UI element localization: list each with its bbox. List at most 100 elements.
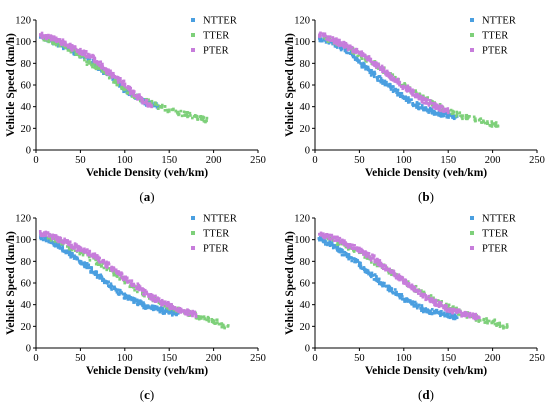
- data-point: [388, 270, 392, 273]
- data-point: [332, 239, 336, 242]
- data-point: [408, 301, 412, 304]
- data-point: [158, 308, 162, 312]
- data-point: [101, 62, 104, 66]
- data-point: [365, 65, 368, 68]
- legend-marker: [191, 246, 195, 250]
- data-point: [434, 309, 437, 313]
- data-point: [40, 232, 44, 235]
- data-point: [340, 44, 343, 47]
- data-point: [147, 293, 150, 296]
- data-point: [92, 63, 95, 66]
- data-point: [409, 284, 413, 288]
- data-point: [67, 253, 71, 257]
- data-point: [322, 235, 326, 238]
- data-point: [414, 92, 418, 96]
- data-point: [385, 74, 389, 77]
- data-point: [452, 305, 455, 308]
- data-point: [171, 108, 174, 112]
- data-point: [115, 289, 119, 293]
- data-point: [371, 253, 374, 257]
- data-point: [415, 91, 418, 95]
- data-point: [59, 240, 63, 244]
- data-point: [112, 273, 116, 277]
- data-point: [461, 313, 465, 317]
- x-tick-label: 100: [117, 155, 133, 166]
- x-tick-label: 50: [354, 155, 365, 166]
- data-point: [357, 264, 361, 268]
- legend-label: NTTER: [482, 16, 516, 27]
- x-tick-label: 100: [396, 353, 412, 364]
- data-point: [357, 50, 361, 54]
- data-point: [324, 243, 327, 246]
- data-point: [158, 310, 162, 314]
- data-point: [212, 320, 216, 324]
- data-point: [179, 307, 183, 311]
- data-point: [64, 238, 68, 242]
- data-point: [344, 49, 347, 53]
- data-point: [324, 34, 327, 38]
- data-point: [448, 307, 452, 311]
- data-point: [78, 252, 82, 256]
- data-point: [67, 45, 70, 48]
- data-point: [196, 117, 199, 121]
- data-point: [144, 304, 148, 307]
- data-point: [142, 288, 145, 291]
- data-point: [92, 61, 96, 65]
- data-point: [346, 246, 350, 249]
- y-tick-label: 0: [305, 344, 310, 355]
- data-point: [163, 109, 167, 112]
- data-point: [359, 264, 363, 267]
- y-tick-label: 20: [21, 124, 32, 135]
- data-point: [422, 97, 425, 101]
- data-point: [116, 75, 120, 79]
- data-point: [457, 310, 461, 314]
- data-point: [442, 313, 446, 316]
- data-point: [160, 105, 164, 109]
- data-point: [93, 273, 97, 276]
- data-point: [403, 279, 407, 283]
- data-point: [409, 286, 413, 289]
- data-point: [95, 64, 99, 68]
- data-point: [437, 305, 441, 308]
- data-point: [77, 48, 81, 52]
- data-point: [76, 52, 79, 56]
- data-point: [431, 301, 435, 304]
- y-tick-label: 0: [26, 344, 31, 355]
- data-point: [462, 311, 465, 315]
- data-point: [396, 293, 399, 297]
- data-point: [434, 304, 438, 307]
- data-point: [377, 75, 381, 78]
- data-point: [448, 312, 452, 315]
- data-point: [353, 260, 356, 264]
- data-point: [217, 322, 221, 326]
- data-point: [340, 42, 344, 46]
- data-point: [198, 316, 201, 320]
- data-point: [324, 240, 327, 243]
- data-point: [491, 123, 494, 126]
- data-point: [88, 250, 91, 254]
- data-point: [132, 96, 136, 100]
- data-point: [90, 266, 94, 269]
- data-point: [222, 325, 225, 329]
- data-point: [361, 52, 365, 55]
- data-point: [360, 62, 364, 66]
- data-point: [446, 109, 450, 113]
- data-point: [473, 316, 476, 320]
- data-point: [92, 60, 96, 63]
- data-point: [401, 85, 404, 88]
- y-tick-label: 80: [300, 59, 311, 70]
- data-point: [74, 249, 77, 253]
- data-point: [140, 99, 143, 102]
- data-point: [474, 319, 478, 322]
- data-point: [426, 109, 429, 113]
- data-point: [84, 263, 87, 267]
- data-point: [142, 306, 146, 309]
- data-point: [180, 114, 184, 118]
- data-point: [57, 242, 61, 246]
- data-point: [433, 102, 437, 106]
- data-point: [83, 247, 86, 251]
- data-point: [379, 262, 382, 265]
- data-point: [138, 95, 142, 98]
- data-point: [51, 42, 55, 45]
- data-point: [83, 50, 87, 54]
